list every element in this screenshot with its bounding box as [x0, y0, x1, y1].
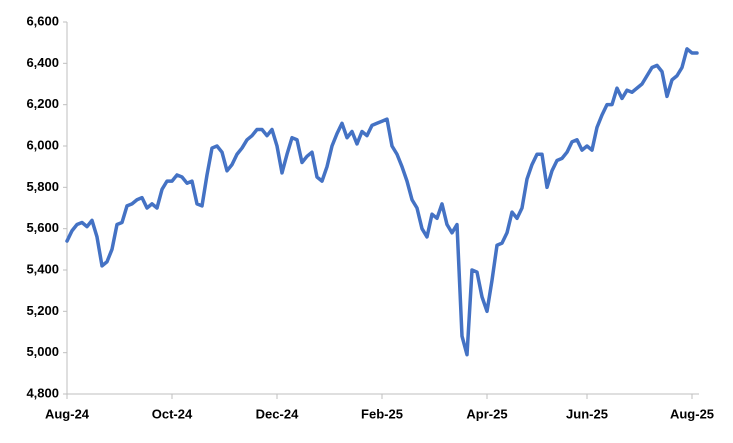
y-tick-label: 6,600 — [26, 13, 59, 28]
y-tick-label: 6,200 — [26, 96, 59, 111]
y-tick-label: 5,800 — [26, 179, 59, 194]
x-tick-label: Oct-24 — [152, 406, 193, 421]
x-tick-label: Jun-25 — [566, 406, 608, 421]
x-tick-label: Dec-24 — [256, 406, 299, 421]
y-tick-label: 6,400 — [26, 55, 59, 70]
y-tick-label: 5,400 — [26, 261, 59, 276]
y-tick-label: 4,800 — [26, 385, 59, 400]
y-tick-label: 5,000 — [26, 344, 59, 359]
x-tick-label: Aug-25 — [670, 406, 714, 421]
y-tick-label: 5,200 — [26, 303, 59, 318]
x-tick-label: Apr-25 — [466, 406, 507, 421]
series-line — [65, 47, 699, 357]
x-tick-label: Feb-25 — [361, 406, 403, 421]
x-tick-label: Aug-24 — [45, 406, 90, 421]
y-tick-label: 6,000 — [26, 137, 59, 152]
y-tick-label: 5,600 — [26, 220, 59, 235]
